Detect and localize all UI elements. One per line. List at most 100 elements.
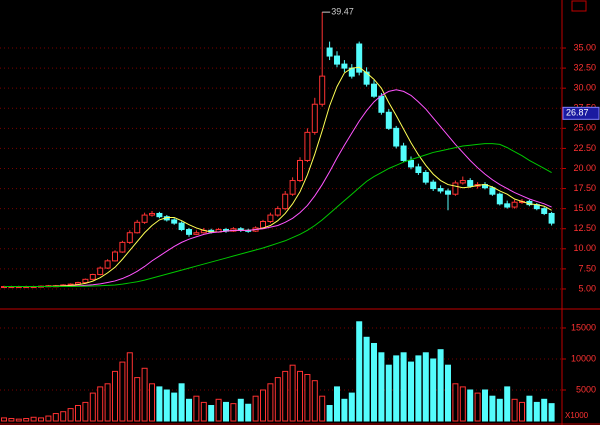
volume-bar [134,377,141,422]
volume-bar [363,336,370,422]
volume-bar [326,404,333,422]
candle-body [548,212,555,224]
volume-bar [400,352,407,422]
y-tick-label: 20.00 [573,163,596,173]
volume-bar [274,377,281,422]
volume-bar [430,358,437,422]
volume-bar [23,418,30,422]
volume-bar [526,395,533,422]
volume-bar [200,401,207,422]
volume-bar [193,395,200,422]
volume-bar [482,389,488,422]
volume-bar [474,392,481,422]
volume-bar [141,367,148,422]
volume-bar [1,417,7,422]
candle-body [385,111,392,129]
volume-bar [104,383,111,422]
y-tick-label: 7.50 [578,263,596,273]
volume-bar [171,392,178,422]
y-tick-label: 5000 [576,384,596,394]
volume-bar [82,401,89,422]
volume-bar [15,418,22,422]
y-tick-label: 32.50 [573,62,596,72]
candle-body [437,188,444,192]
y-tick-label: 17.50 [573,183,596,193]
y-tick-label: 10000 [571,353,596,363]
candle-body [274,208,281,216]
volume-bar [459,386,466,422]
volume-bar [215,398,222,422]
volume-bar [97,386,104,422]
volume-bar [297,370,303,422]
candle-body [297,159,303,182]
candle-body [459,180,466,184]
volume-bar [311,380,318,422]
volume-bar [230,403,237,422]
volume-bar [126,352,133,422]
volume-bar [163,389,170,422]
volume-bar [348,392,355,422]
volume-bar [60,411,67,422]
y-tick-label: 15.00 [573,203,596,213]
volume-bar [260,389,266,422]
volume-bar [334,386,340,422]
volume-bar [371,342,377,422]
candle-body [422,172,429,183]
volume-bar [156,386,163,422]
candle-body [363,71,370,85]
volume-bar [356,321,363,422]
candle-body [171,219,178,224]
volume-unit: X1000 [565,411,589,420]
volume-bar [437,349,444,422]
peak-label: 39.47 [331,7,354,17]
candle-body [504,203,511,208]
y-tick-label: 10.00 [573,243,596,253]
volume-bar [304,373,311,422]
candle-body [186,229,192,235]
candle-body [141,214,148,223]
moving-average-line [4,143,552,288]
candle-body [89,274,96,280]
volume-bar [67,408,74,422]
candle-body [452,182,459,195]
volume-bar [237,398,244,422]
y-tick-label: 15000 [571,322,596,332]
candle-body [541,208,548,214]
y-tick-label: 22.50 [573,143,596,153]
candle-body [408,159,414,168]
candle-body [112,251,118,262]
candle-body [511,201,518,208]
volume-bar [548,403,555,422]
volume-bar [245,403,252,422]
volume-bar [289,364,296,422]
volume-bar [8,418,15,422]
candle-body [104,260,111,269]
volume-bar [378,352,385,422]
volume-bar [119,361,126,422]
volume-bar [89,392,96,422]
volume-bar [30,416,37,422]
volume-bar [533,401,540,422]
volume-bar [38,417,44,422]
volume-bar [511,398,518,422]
volume-bar [541,398,548,422]
volume-bar [341,398,348,422]
volume-bar [267,383,274,422]
candle-body [496,193,503,205]
candle-body [126,232,133,243]
candle-body [430,181,437,190]
candle-body [178,222,185,231]
candle-body [193,232,200,235]
volume-bar [504,386,511,422]
volume-bar [45,415,52,422]
volume-bar [208,404,215,422]
volume-bar [385,364,392,422]
volume-bar [452,383,459,422]
candle-body [82,278,89,284]
candle-body [378,95,385,113]
volume-bar [149,383,155,422]
candle-body [467,180,474,187]
candle-body [311,103,318,133]
volume-bar [445,364,451,422]
